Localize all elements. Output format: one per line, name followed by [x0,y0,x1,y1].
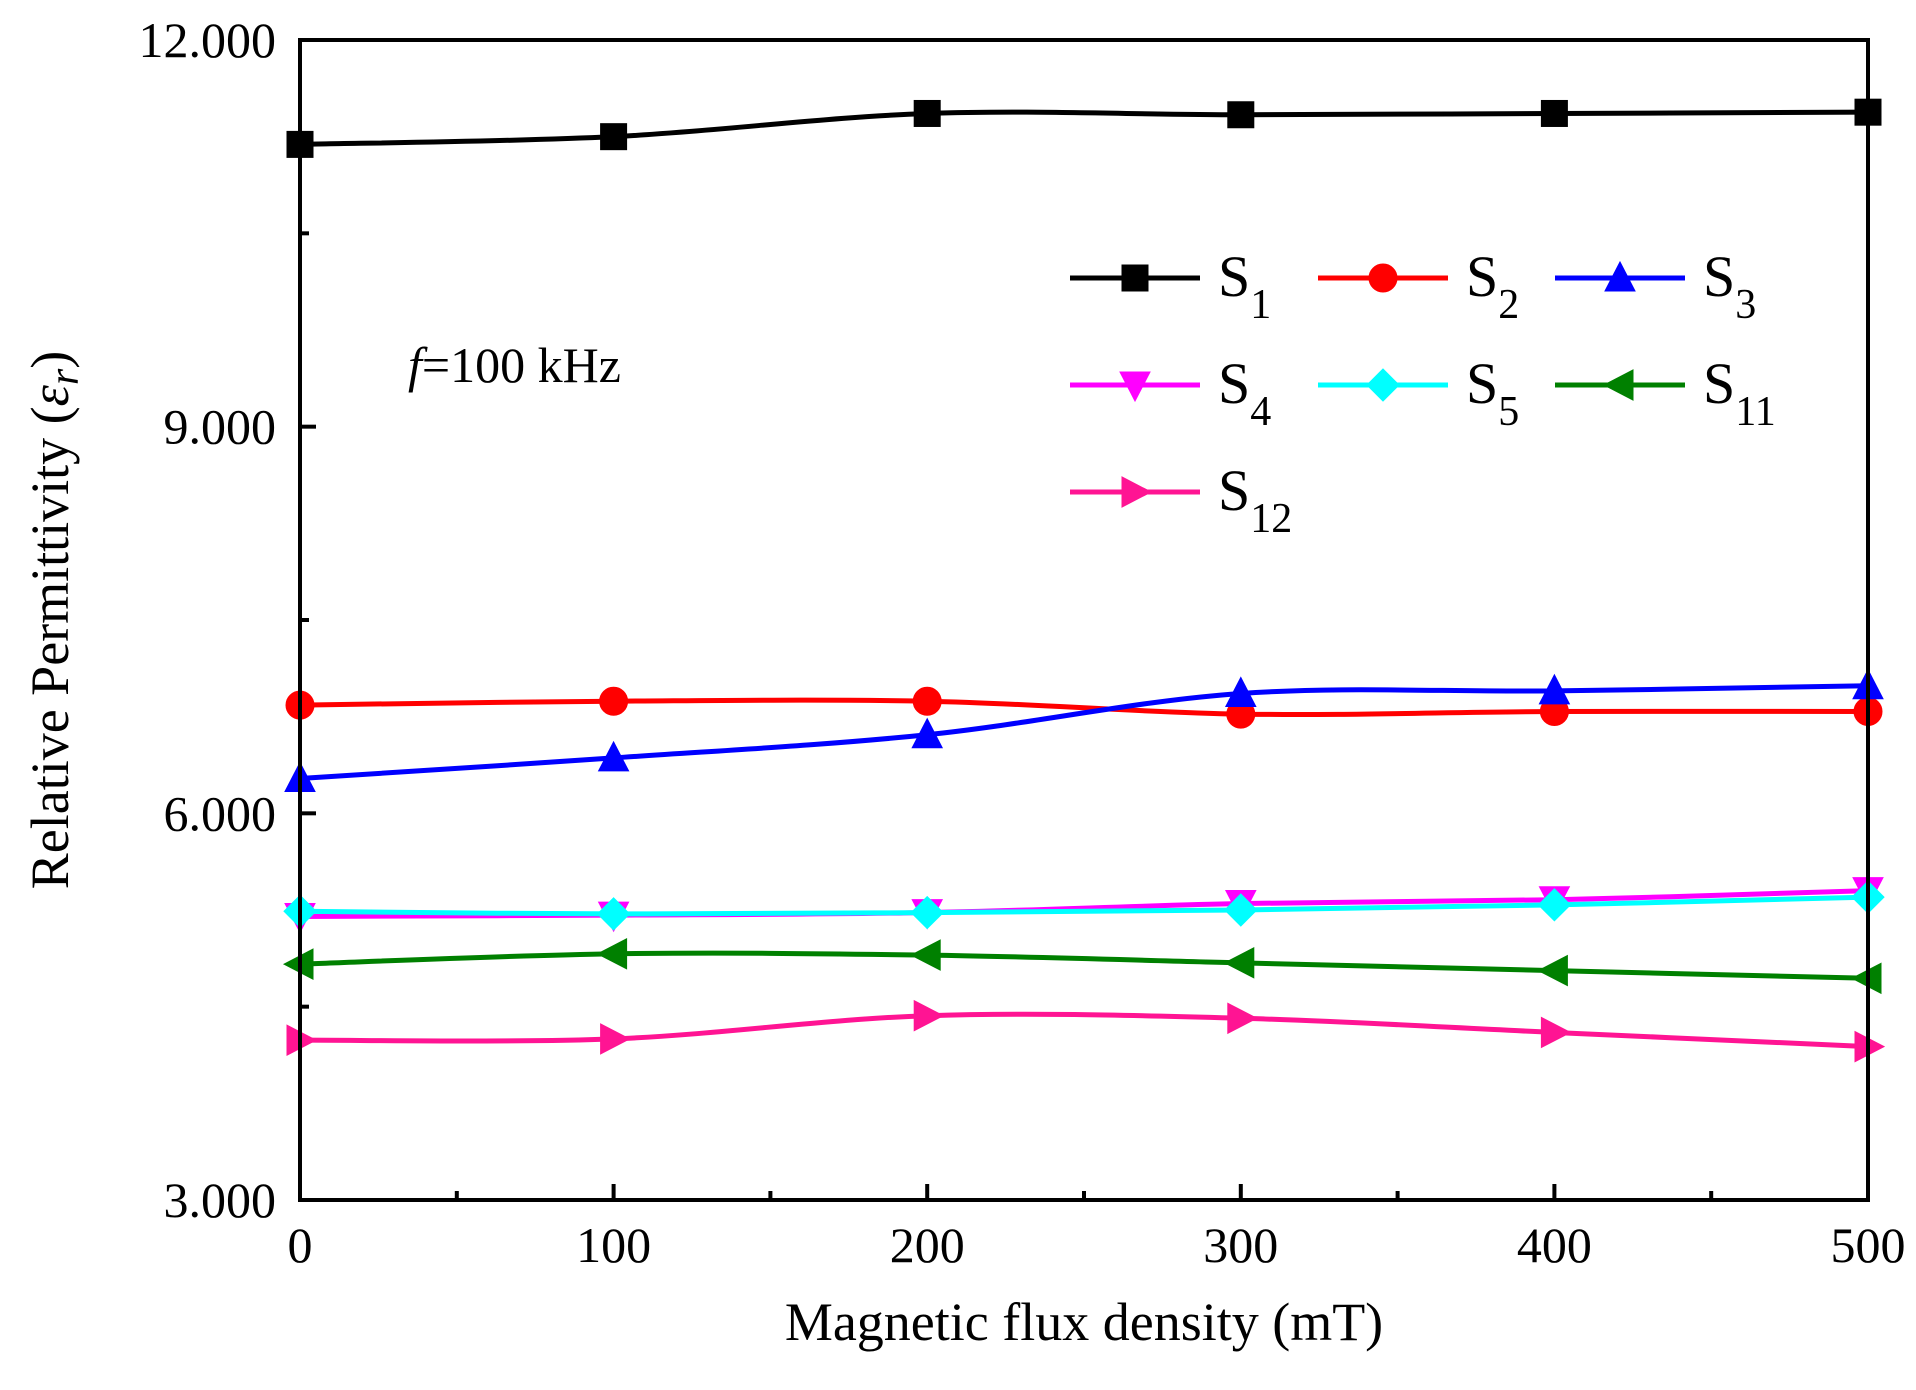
x-tick-label: 400 [1517,1217,1592,1273]
data-point-s5 [910,895,944,930]
legend-label: S1 [1218,244,1271,328]
legend-marker [1121,264,1149,292]
series-s2 [285,686,1883,729]
data-point-s1 [1227,101,1255,129]
y-tick-label: 12.000 [139,12,277,68]
legend-label: S12 [1218,458,1292,542]
series-s1 [286,98,1882,158]
x-tick-label: 0 [288,1217,313,1273]
legend-item-s4: S4 [1070,351,1271,435]
data-point-s3 [597,740,630,772]
x-axis-title: Magnetic flux density (mT) [785,1292,1383,1352]
x-tick-label: 100 [576,1217,651,1273]
legend: S1 S2 S3 S4 S5 S11 S12 [1070,244,1776,542]
series-s3 [284,668,1884,793]
legend-item-s1: S1 [1070,244,1271,328]
data-point-s12 [1227,1002,1258,1035]
data-point-s1 [1540,99,1568,127]
y-axis-title: Relative Permittivity (εr) [20,351,88,890]
frequency-annotation: f=100 kHz [408,337,621,393]
legend-marker [1368,263,1398,293]
series-s12 [286,999,1886,1063]
series-line-s11 [299,950,1869,981]
data-point-s3 [1538,673,1571,705]
legend-label: S4 [1218,351,1271,435]
legend-label: S3 [1703,244,1756,328]
data-point-s5 [1537,888,1572,922]
legend-item-s2: S2 [1318,244,1519,328]
legend-marker [1119,371,1151,403]
y-tick-label: 9.000 [164,399,277,455]
legend-marker [1604,260,1636,292]
y-tick-label: 3.000 [164,1172,277,1228]
data-point-s3 [1224,676,1257,707]
data-point-s2 [912,686,942,716]
legend-label: S2 [1466,244,1519,328]
data-point-s11 [1223,947,1255,979]
data-point-s11 [596,938,628,970]
axes-layer [298,38,1870,1202]
series-s5 [283,880,1885,931]
data-point-s12 [600,1023,631,1055]
data-point-s2 [599,686,629,716]
data-point-s12 [1540,1016,1572,1049]
series-s11 [282,938,1882,995]
legend-item-s12: S12 [1070,458,1292,542]
data-point-s5 [1224,893,1258,927]
data-point-s1 [913,99,941,127]
series-line-s1 [299,109,1869,147]
legend-item-s3: S3 [1555,244,1756,328]
data-point-s11 [1537,954,1568,987]
x-tick-label: 200 [890,1217,965,1273]
legend-label: S11 [1703,351,1776,435]
data-point-s11 [910,939,941,971]
x-tick-label: 500 [1831,1217,1906,1273]
legend-marker [1366,368,1400,402]
data-point-s5 [596,897,631,931]
data-point-s3 [911,717,944,749]
legend-item-s11: S11 [1555,351,1776,435]
legend-item-s5: S5 [1318,351,1519,435]
series-layer [282,98,1886,1063]
legend-label: S5 [1466,351,1519,435]
plot-frame [298,38,1870,1202]
series-line-s12 [299,1011,1869,1050]
y-tick-label: 6.000 [164,785,277,841]
labels-layer: 0 100 200 300 400 500 3.000 6.000 9.000 12.000 Mag… [20,12,1906,1352]
series-line-s5 [299,894,1869,917]
x-tick-label: 300 [1203,1217,1278,1273]
legend-marker [1121,476,1153,508]
series-line-s3 [299,683,1869,782]
data-point-s1 [600,123,628,151]
series-line-s2 [299,697,1869,718]
legend-marker [1602,369,1634,401]
data-point-s12 [913,999,945,1032]
